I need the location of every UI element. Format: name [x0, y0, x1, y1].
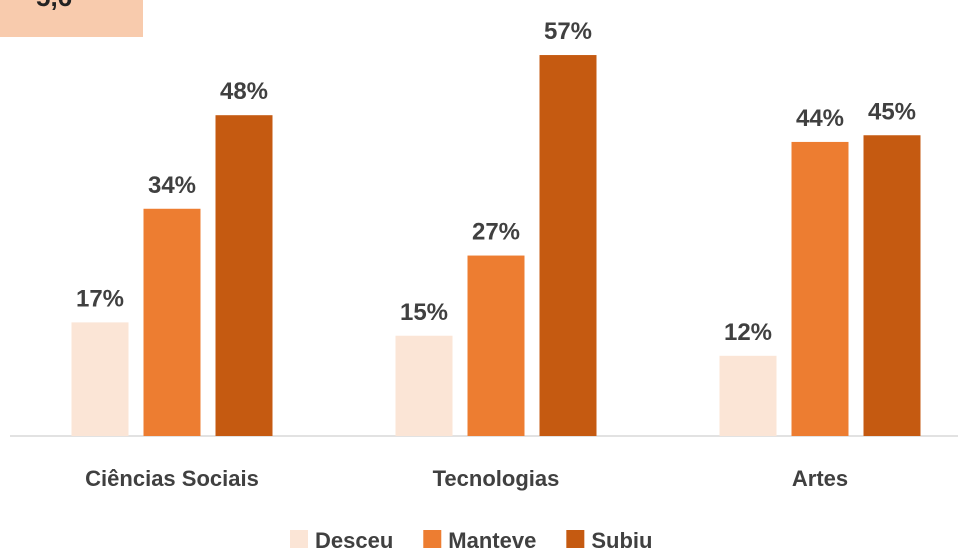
bar — [539, 55, 597, 437]
data-label: 17% — [76, 285, 124, 312]
data-label: 34% — [148, 172, 196, 199]
legend-swatch — [566, 530, 585, 548]
data-label: 44% — [796, 105, 844, 132]
bar — [215, 115, 273, 436]
bar — [395, 335, 453, 436]
annotation: 5,6 — [36, 0, 72, 12]
data-label: 48% — [220, 78, 268, 105]
data-label: 12% — [724, 319, 772, 346]
legend-label: Subiu — [591, 528, 652, 551]
bar — [863, 135, 921, 436]
data-label: 45% — [868, 98, 916, 125]
bar — [143, 208, 201, 436]
legend-label: Desceu — [315, 528, 393, 551]
bar — [791, 141, 849, 436]
data-label: 57% — [544, 18, 592, 45]
x-tick-label: Ciências Sociais — [85, 466, 259, 491]
x-tick-label: Tecnologias — [433, 466, 560, 491]
x-tick-label: Artes — [792, 466, 848, 491]
legend-swatch — [290, 530, 308, 548]
bar — [71, 322, 129, 436]
data-label: 27% — [472, 219, 520, 246]
bar — [467, 255, 525, 436]
data-label: 15% — [400, 299, 448, 326]
bar — [719, 355, 777, 436]
annotation-box — [0, 0, 143, 37]
legend-swatch — [423, 530, 442, 548]
legend-label: Manteve — [448, 528, 536, 551]
